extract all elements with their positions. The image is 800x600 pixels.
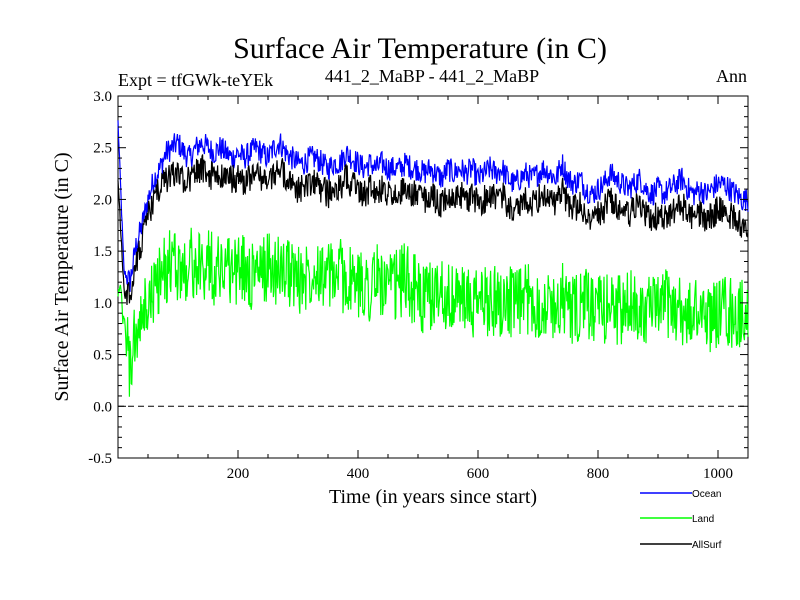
series-layer	[117, 120, 749, 397]
x-tick-label: 400	[347, 466, 370, 482]
x-tick-label: 200	[227, 466, 250, 482]
y-tick-label: -0.5	[88, 451, 112, 467]
legend-label-allsurf: AllSurf	[692, 540, 722, 551]
y-tick-label: 1.0	[93, 296, 112, 312]
legend-label-ocean: Ocean	[692, 489, 721, 500]
experiment-label: Expt = tfGWk-teYEk	[118, 70, 273, 90]
x-tick-label: 1000	[703, 466, 733, 482]
series-line-land	[117, 227, 749, 397]
legend: Ocean Land AllSurf	[640, 489, 722, 551]
y-tick-label: 0.5	[93, 348, 112, 364]
period-label: Ann	[716, 66, 747, 86]
y-tick-label: 1.5	[93, 244, 112, 260]
legend-label-land: Land	[692, 514, 714, 525]
y-tick-label: 2.0	[93, 192, 112, 208]
y-tick-label: 2.5	[93, 141, 112, 157]
x-tick-label: 800	[587, 466, 610, 482]
tick-layer: 200 400 600 800 1000 -0.5 0.0 0.5 1.0 1.5 2.0 2.5 3.…	[88, 89, 748, 482]
x-axis-label: Time (in years since start)	[329, 486, 537, 508]
series-line-ocean	[117, 120, 749, 292]
experiment-comparison: 441_2_MaBP - 441_2_MaBP	[325, 66, 539, 86]
x-tick-label: 600	[467, 466, 490, 482]
chart-title: Surface Air Temperature (in C)	[233, 32, 607, 65]
y-axis-label: Surface Air Temperature (in C)	[51, 152, 73, 401]
series-line-allsurf	[117, 154, 749, 306]
y-tick-label: 3.0	[93, 89, 112, 105]
y-tick-label: 0.0	[93, 399, 112, 415]
plot-frame	[117, 95, 749, 459]
